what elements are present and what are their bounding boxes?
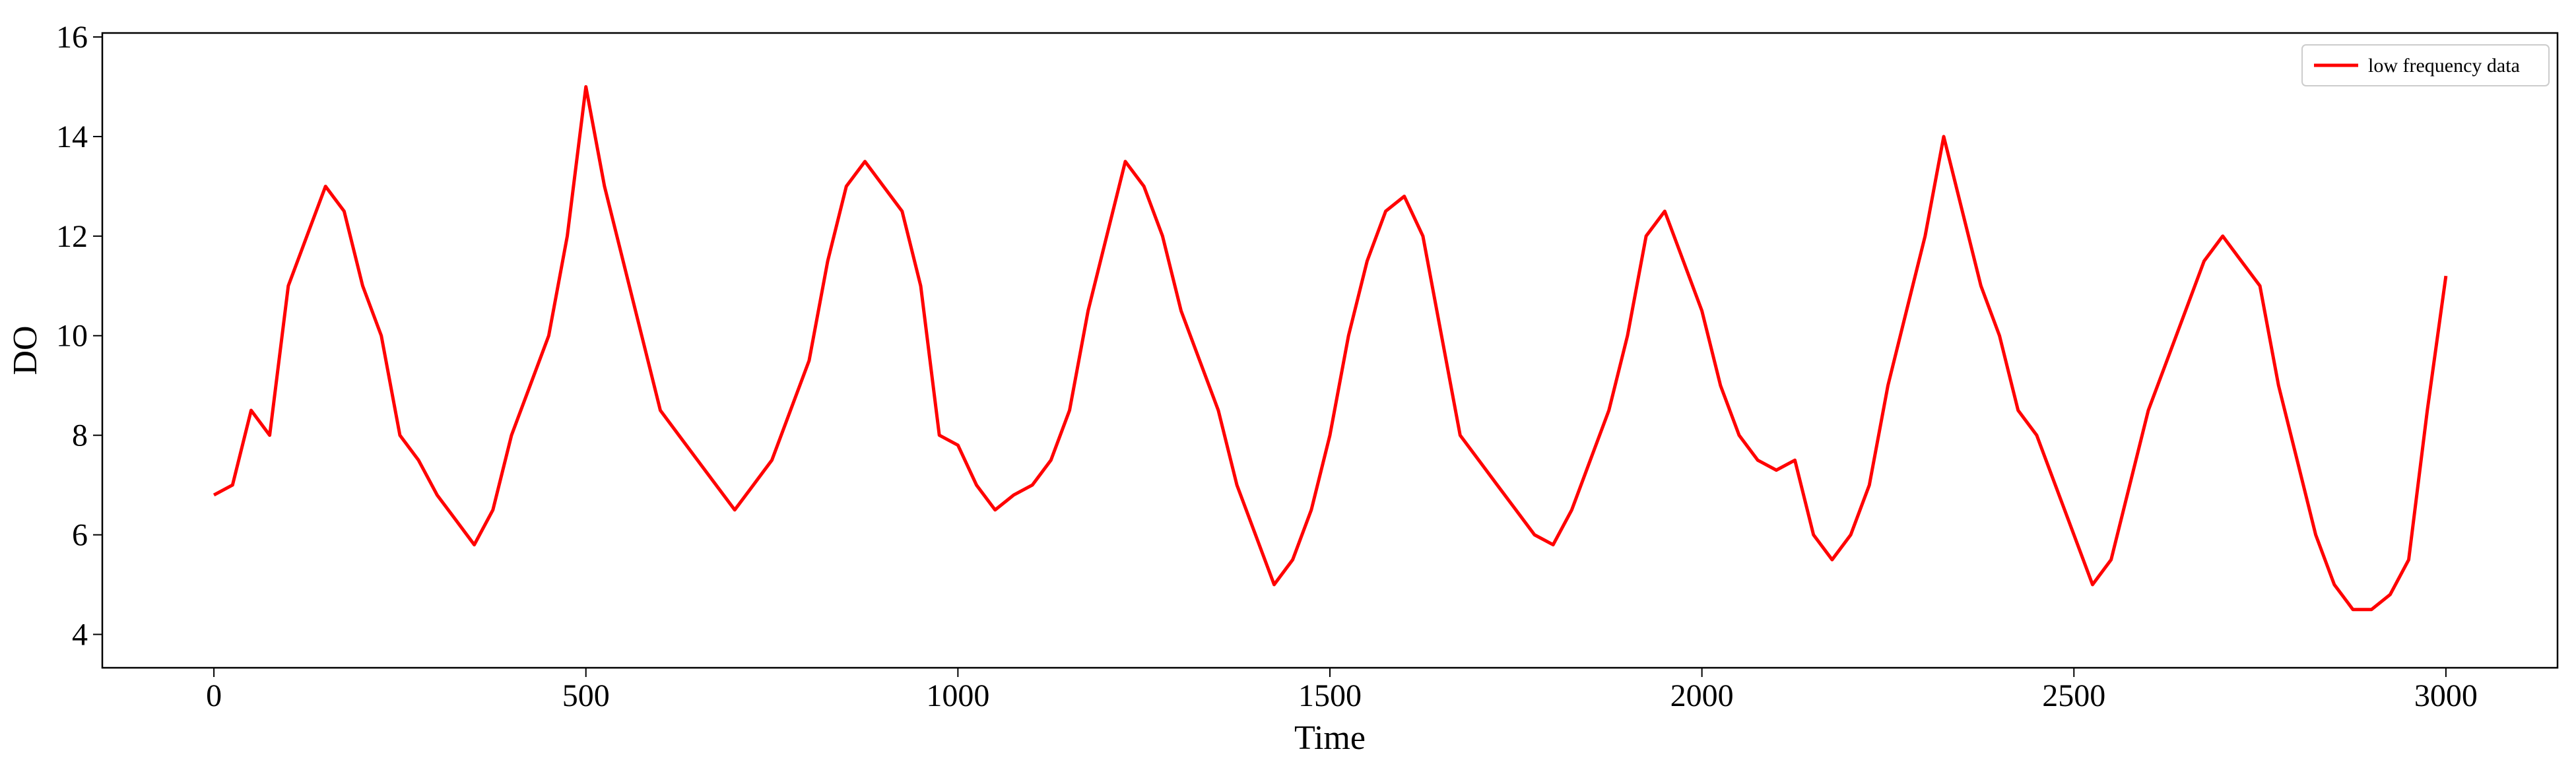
y-tick-label: 10 [56, 319, 88, 354]
x-tick-label: 1500 [1298, 678, 1362, 713]
y-tick-label: 12 [56, 219, 88, 254]
x-tick-label: 2500 [2042, 678, 2105, 713]
legend-box [2301, 44, 2550, 86]
x-tick-label: 3000 [2414, 678, 2478, 713]
y-tick-label: 4 [72, 617, 88, 652]
y-axis-label: DO [7, 325, 44, 375]
data-line [213, 85, 2448, 612]
x-axis-label: Time [1294, 719, 1366, 757]
x-tick-label: 500 [562, 678, 610, 713]
y-tick-label: 16 [56, 20, 88, 55]
legend-label: low frequency data [2368, 55, 2520, 77]
y-tick-label: 14 [56, 119, 88, 154]
x-tick-label: 0 [206, 678, 222, 713]
x-tick-label: 1000 [926, 678, 989, 713]
x-tick-label: 2000 [1670, 678, 1734, 713]
y-tick-label: 6 [72, 518, 88, 553]
y-tick-label: 8 [72, 418, 88, 453]
plot-frame [101, 32, 2559, 669]
